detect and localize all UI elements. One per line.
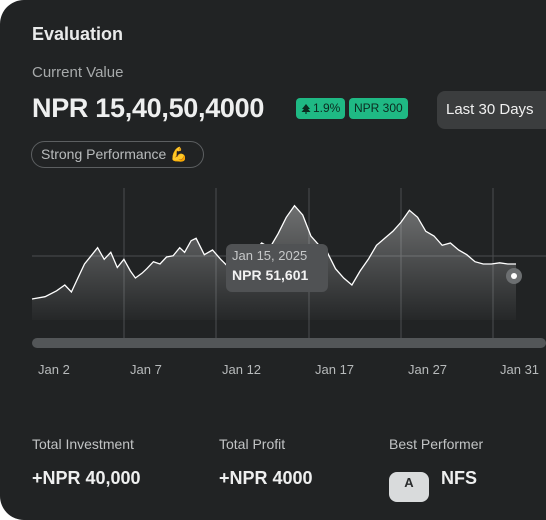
x-axis-label: Jan 27 [408, 362, 447, 377]
change-percent-text: 1.9% [313, 101, 341, 115]
chart-scrollbar[interactable] [32, 338, 546, 348]
tooltip-value: NPR 51,601 [232, 267, 309, 283]
range-select-button[interactable]: Last 30 Days [437, 91, 546, 129]
x-axis-label: Jan 17 [315, 362, 354, 377]
chart-endpoint-dot [511, 273, 517, 279]
chart-tooltip: Jan 15, 2025 NPR 51,601 [226, 244, 328, 292]
tree-icon [301, 103, 311, 114]
card-title: Evaluation [32, 24, 124, 44]
current-value-label: Current Value [32, 64, 124, 81]
performance-pill: Strong Performance 💪 [31, 141, 204, 168]
x-axis-label: Jan 12 [222, 362, 261, 377]
best-performer-logo: A [389, 472, 429, 502]
total-profit-value: +NPR 4000 [219, 468, 313, 488]
change-amount-badge: NPR 300 [349, 98, 408, 119]
best-performer-label: Best Performer [389, 436, 484, 452]
total-investment-value: +NPR 40,000 [32, 468, 141, 488]
total-profit-label: Total Profit [219, 436, 286, 452]
total-investment-label: Total Investment [32, 436, 134, 452]
x-axis-label: Jan 2 [38, 362, 70, 377]
change-percent-badge: 1.9% [296, 98, 346, 119]
best-performer-value: NFS [441, 468, 477, 488]
current-value: NPR 15,40,50,4000 [32, 93, 265, 123]
x-axis-label: Jan 31 [500, 362, 539, 377]
tooltip-date: Jan 15, 2025 [232, 248, 308, 263]
x-axis-label: Jan 7 [130, 362, 162, 377]
